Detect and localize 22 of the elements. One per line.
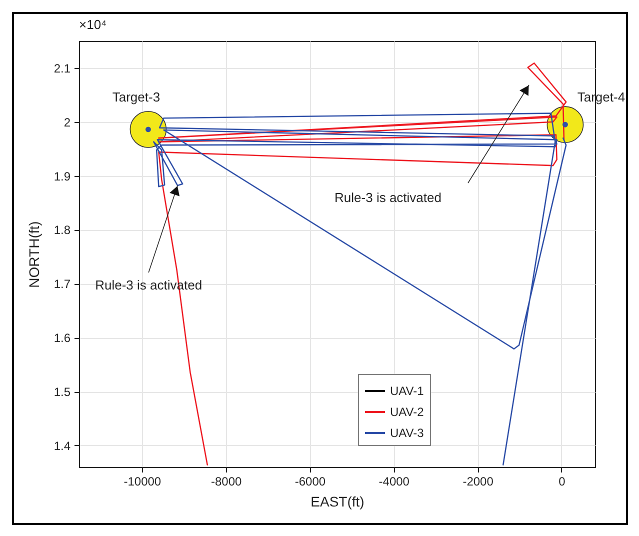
x-tick-label: -8000 [210,474,242,488]
legend-label: UAV-2 [390,405,424,419]
y-tick-label: 2.1 [54,61,71,76]
x-tick-label: -6000 [294,474,326,488]
y-tick-label: 1.7 [54,277,71,292]
x-tick-label: -2000 [462,474,494,488]
legend-label: UAV-3 [390,426,424,440]
text: ×10⁴ [79,17,107,32]
y-tick-label: 1.9 [54,169,71,184]
y-axis-title: NORTH(ft) [26,221,42,288]
y-tick-label: 1.6 [54,331,71,346]
annotation: Rule-3 is activated [334,190,442,205]
x-tick-label: -10000 [124,474,162,488]
legend-label: UAV-1 [390,384,424,398]
y-tick-label: 2 [64,115,71,130]
y-tick-label: 1.8 [54,223,71,238]
x-tick-label: 0 [558,474,566,488]
x-tick-label: -4000 [378,474,410,488]
y-tick-label: 1.5 [54,385,71,400]
y-tick-label: 1.4 [54,438,71,453]
x-axis-title: EAST(ft) [310,494,364,510]
annotation: Target-3 [112,89,160,104]
